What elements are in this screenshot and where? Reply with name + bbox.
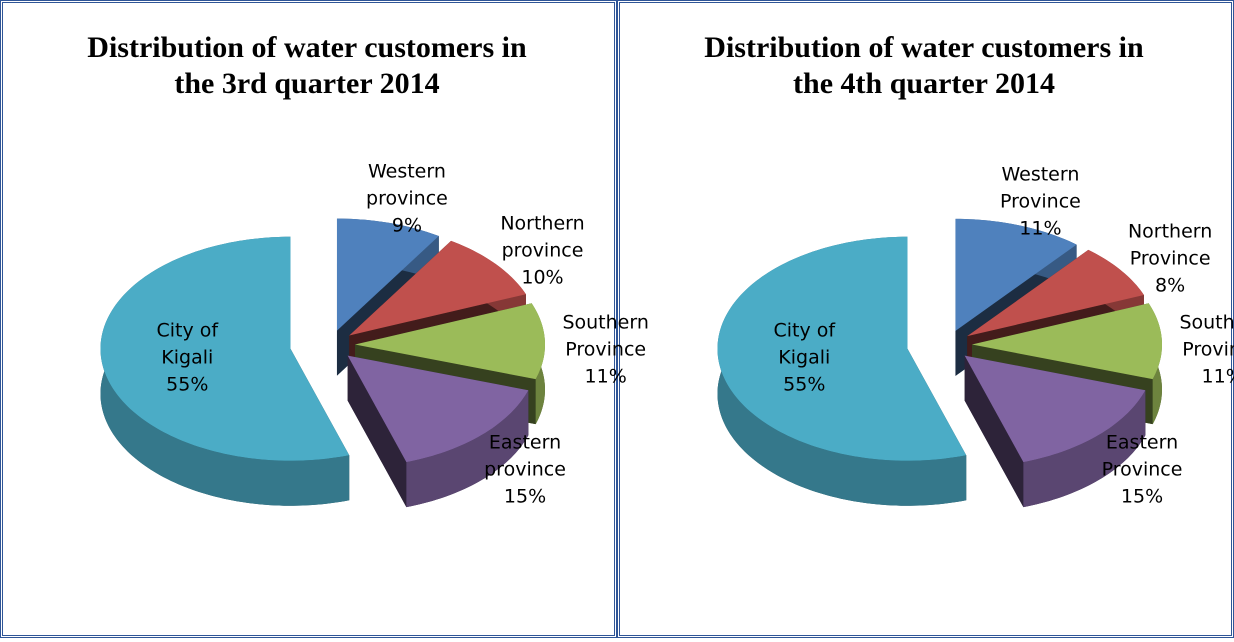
data-label: Northern Province 8%	[1110, 219, 1230, 300]
panel	[0, 0, 617, 638]
label-value: 15%	[503, 485, 547, 508]
slice	[971, 303, 1162, 380]
slice-side	[406, 390, 529, 508]
data-label: Southern Province 11%	[1163, 309, 1234, 390]
label-name: Eastern Province	[1101, 431, 1183, 481]
slice	[964, 355, 1146, 463]
slice	[967, 249, 1144, 337]
label-name: City of Kigali	[773, 319, 836, 369]
label-name: Southern Province	[562, 311, 649, 361]
slice-wall	[347, 355, 407, 508]
data-label: Southern Province 11%	[546, 309, 666, 390]
label-name: City of Kigali	[156, 319, 219, 369]
label-name: Northern province	[500, 212, 585, 262]
data-label: City of Kigali 55%	[769, 318, 839, 399]
slice	[955, 218, 1077, 331]
label-name: Northern Province	[1127, 220, 1213, 270]
slice	[354, 303, 545, 380]
slice-wall	[964, 355, 1024, 508]
label-value: 9%	[391, 214, 423, 237]
slice	[349, 240, 526, 336]
label-name: Eastern province	[484, 431, 566, 481]
chart-title: Distribution of water customers in the 3…	[87, 31, 527, 100]
data-label: Northern province 10%	[483, 211, 603, 292]
label-value: 8%	[1155, 274, 1186, 297]
slice	[717, 236, 967, 461]
label-value: 11%	[1019, 217, 1062, 240]
label-name: Western province	[366, 160, 448, 210]
label-value: 55%	[166, 373, 209, 396]
label-name: Western Province	[1000, 163, 1081, 213]
label-value: 11%	[584, 365, 627, 388]
slice	[100, 236, 350, 461]
label-value: 55%	[783, 373, 826, 396]
chart-title: Distribution of water customers in the 4…	[704, 31, 1144, 100]
data-label: Western Province 11%	[980, 161, 1100, 242]
data-label: Western province 9%	[347, 158, 467, 239]
slice-side	[1023, 390, 1146, 508]
label-name: Southern Province	[1179, 311, 1234, 361]
slice	[347, 355, 529, 463]
slice	[336, 218, 439, 331]
label-value: 11%	[1201, 365, 1234, 388]
data-label: City of Kigali 55%	[152, 318, 222, 399]
label-value: 15%	[1120, 485, 1164, 508]
label-value: 10%	[521, 266, 564, 289]
data-label: Eastern province 15%	[465, 430, 585, 511]
data-label: Eastern Province 15%	[1082, 430, 1202, 511]
panel	[617, 0, 1234, 638]
